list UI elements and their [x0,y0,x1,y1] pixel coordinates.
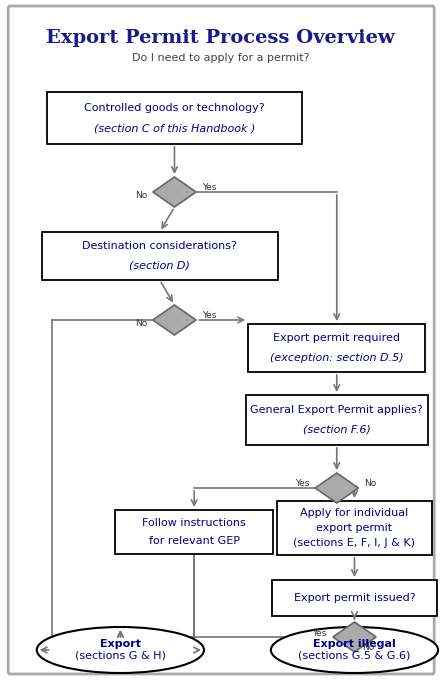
Polygon shape [153,305,196,335]
Text: Do I need to apply for a permit?: Do I need to apply for a permit? [132,53,309,63]
Text: Yes: Yes [202,184,216,192]
Text: Follow instructions: Follow instructions [142,518,246,528]
Text: General Export Permit applies?: General Export Permit applies? [251,405,423,415]
Text: Destination considerations?: Destination considerations? [82,241,237,252]
Text: (sections G & H): (sections G & H) [75,651,166,661]
Text: for relevant GEP: for relevant GEP [149,536,240,546]
FancyBboxPatch shape [277,501,432,555]
Polygon shape [333,622,376,652]
Text: (section C of this Handbook ): (section C of this Handbook ) [94,123,255,133]
Text: export permit: export permit [316,523,392,533]
Text: (section D): (section D) [129,260,190,271]
FancyBboxPatch shape [272,580,437,616]
FancyBboxPatch shape [246,395,428,445]
Text: Apply for individual: Apply for individual [300,507,409,517]
Text: Yes: Yes [295,479,309,488]
Polygon shape [315,473,358,503]
FancyBboxPatch shape [248,324,425,372]
Ellipse shape [271,627,438,673]
Text: Export: Export [100,639,141,649]
Text: Export permit required: Export permit required [273,333,400,343]
FancyBboxPatch shape [115,510,273,554]
Text: No: No [364,479,376,488]
FancyBboxPatch shape [8,6,434,674]
Text: Export illegal: Export illegal [313,639,396,649]
Ellipse shape [37,627,204,673]
FancyBboxPatch shape [47,92,302,144]
Text: No: No [135,320,147,328]
Text: (section F.6): (section F.6) [303,425,371,435]
Text: Export Permit Process Overview: Export Permit Process Overview [46,29,395,47]
Text: Export permit issued?: Export permit issued? [294,593,415,603]
FancyBboxPatch shape [42,232,278,280]
Text: Yes: Yes [202,311,216,320]
Text: No: No [135,192,147,201]
Text: Controlled goods or technology?: Controlled goods or technology? [84,103,265,113]
Text: (exception: section D.5): (exception: section D.5) [270,353,404,362]
Text: No: No [362,643,375,651]
Polygon shape [153,177,196,207]
Text: Yes: Yes [312,628,327,638]
Text: (sections E, F, I, J & K): (sections E, F, I, J & K) [294,539,416,549]
Text: (sections G.5 & G.6): (sections G.5 & G.6) [298,651,411,661]
